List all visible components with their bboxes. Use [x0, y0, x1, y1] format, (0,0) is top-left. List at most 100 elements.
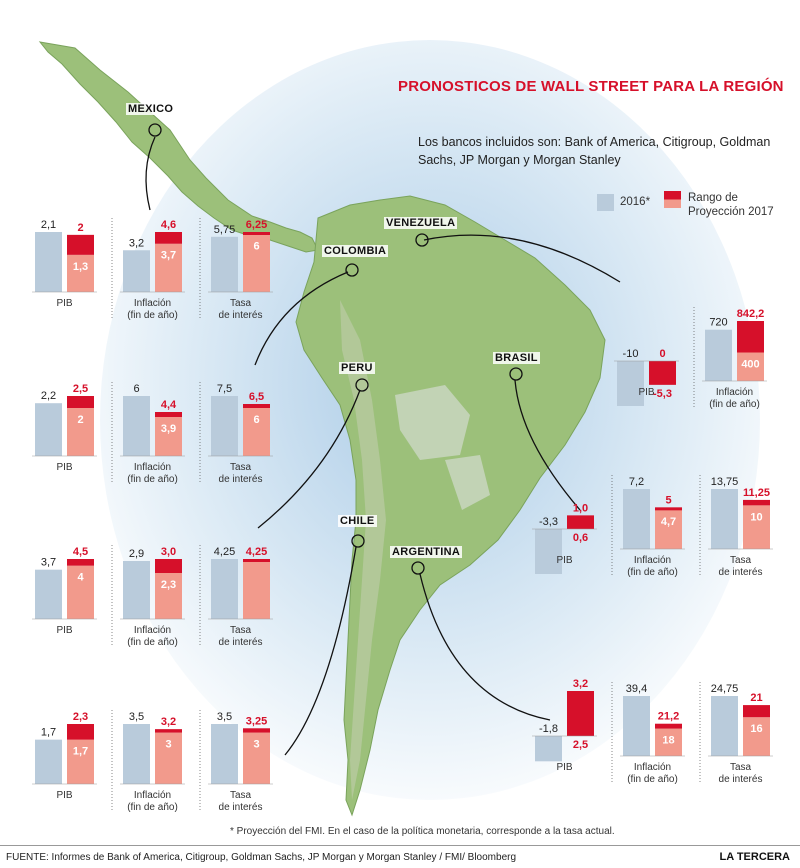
bar-2016 — [123, 561, 150, 619]
value-label-2017-low: 3 — [253, 739, 259, 751]
bar-range-2017-low — [655, 509, 682, 549]
bar-2016 — [211, 236, 238, 292]
value-label-2017-high: 4,6 — [161, 219, 176, 231]
bar-2016 — [35, 739, 62, 784]
bar-range-2017-high — [655, 723, 682, 729]
bar-range-2017 — [567, 515, 594, 529]
value-label-2016: 7,5 — [217, 383, 232, 395]
panel-venezuela: -10 0 -5,3 PIB 720 842,2 400 Inflación (fin de a… — [614, 287, 790, 442]
bar-2016 — [711, 489, 738, 549]
value-label-2017-high: 2,5 — [73, 383, 88, 395]
legend-swatch-2016 — [597, 194, 614, 211]
footnote: * Proyección del FMI. En el caso de la p… — [230, 826, 615, 837]
value-label-2017-high: 3,25 — [246, 715, 267, 727]
value-label-2017-low: 3,9 — [161, 423, 176, 435]
category-label: (fin de año) — [627, 567, 678, 578]
land-andes — [340, 300, 386, 800]
region-label-chile: CHILE — [338, 515, 377, 527]
region-label-brasil: BRASIL — [493, 352, 540, 364]
value-label-2017-low: 2,5 — [573, 739, 588, 751]
value-label-2016: 39,4 — [626, 683, 647, 695]
bar-range-2017-high — [243, 728, 270, 733]
value-label-2017-low: 1,3 — [73, 261, 88, 273]
bar-range-2017-low — [243, 559, 270, 619]
value-label-2016: 1,7 — [41, 727, 56, 739]
value-label-2016: 3,5 — [217, 711, 232, 723]
category-label: Tasa — [730, 555, 752, 566]
footer-rule — [0, 845, 800, 846]
connector-dot-chile — [351, 534, 365, 548]
value-label-2016: 6 — [133, 383, 139, 395]
category-label: Inflación — [634, 762, 671, 773]
bar-range-2017-high — [243, 404, 270, 408]
value-label-2016: 3,2 — [129, 237, 144, 249]
connector-dot-colombia — [345, 263, 359, 277]
bar-range-2017 — [567, 691, 594, 736]
value-label-2016: 5,75 — [214, 224, 235, 236]
value-label-2016: 4,25 — [214, 546, 235, 558]
source-note: FUENTE: Informes de Bank of America, Cit… — [6, 852, 517, 863]
value-label-2017-high: 0 — [659, 348, 665, 360]
value-label-2016: 720 — [709, 317, 727, 329]
value-label-2017-high: 3,2 — [161, 716, 176, 728]
value-label-2017-low: 0,6 — [573, 532, 588, 544]
bar-range-2017-low — [737, 352, 764, 381]
bar-range-2017-high — [67, 234, 94, 255]
panel-peru: 3,7 4,5 4 PIB 2,9 3,0 2,3 Inflación (fin de año)… — [32, 525, 296, 680]
category-label: de interés — [719, 774, 763, 785]
category-label: de interés — [719, 567, 763, 578]
value-label-2016: -1,8 — [539, 723, 558, 735]
bar-2016 — [211, 724, 238, 784]
land-paraguay — [445, 455, 490, 510]
bar-2016 — [123, 250, 150, 292]
category-label: (fin de año) — [127, 474, 178, 485]
connector-dot-mexico — [148, 123, 162, 137]
value-label-2017-high: 6,5 — [249, 391, 264, 403]
value-label-2017-low: 16 — [750, 723, 762, 735]
category-label: (fin de año) — [127, 637, 178, 648]
value-label-2017-high: 5 — [665, 494, 671, 506]
land-bolivia — [395, 385, 470, 460]
bar-range-2017-low — [67, 254, 94, 292]
bar-2016 — [535, 529, 562, 574]
value-label-2017-high: 3,0 — [161, 546, 176, 558]
region-label-peru: PERU — [339, 362, 375, 374]
value-label-2017-low: -5,3 — [653, 388, 672, 400]
value-label-2017-high: 4,5 — [73, 546, 88, 558]
value-label-2017-low: 2,3 — [161, 579, 176, 591]
value-label-2016: 2,1 — [41, 219, 56, 231]
category-label: de interés — [219, 637, 263, 648]
value-label-2017-low: 1,7 — [73, 746, 88, 758]
connector-venezuela — [423, 234, 621, 283]
value-label-2016: 24,75 — [711, 683, 739, 695]
bar-range-2017-high — [67, 724, 94, 740]
bar-2016 — [123, 724, 150, 784]
connector-chile — [284, 546, 357, 756]
bar-2016 — [211, 396, 238, 456]
bar-2016 — [35, 232, 62, 292]
category-label: Inflación — [716, 387, 753, 398]
bars-svg: 2,2 2,5 2 PIB 6 4,4 3,9 Inflación(fin de año) 7,… — [32, 382, 273, 485]
bar-range-2017-high — [243, 232, 270, 235]
value-label-2017-high: 2 — [77, 222, 83, 234]
value-label-2017-high: 21 — [750, 692, 762, 704]
category-label: PIB — [638, 387, 654, 398]
value-label-2016: 13,75 — [711, 476, 739, 488]
value-label-2016: -10 — [623, 348, 639, 360]
value-label-2017-low: 4 — [77, 572, 84, 584]
chart-title: PRONOSTICOS DE WALL STREET PARA LA REGIÓ… — [398, 78, 784, 95]
value-label-2017-low: 3,7 — [161, 250, 176, 262]
bar-2016 — [711, 696, 738, 756]
bar-range-2017-high — [155, 729, 182, 733]
region-label-argentina: ARGENTINA — [390, 546, 463, 558]
category-label: Inflación — [634, 555, 671, 566]
category-label: de interés — [219, 310, 263, 321]
category-label: Tasa — [230, 790, 252, 801]
bar-range-2017-high — [743, 705, 770, 718]
category-label: Inflación — [134, 790, 171, 801]
value-label-2017-high: 4,4 — [161, 399, 177, 411]
value-label-2017-low: 6 — [253, 414, 259, 426]
value-label-2017-high: 4,25 — [246, 546, 267, 558]
bars-svg: 1,7 2,3 1,7 PIB 3,5 3,2 3 Inflación(fin de año)… — [32, 710, 273, 813]
